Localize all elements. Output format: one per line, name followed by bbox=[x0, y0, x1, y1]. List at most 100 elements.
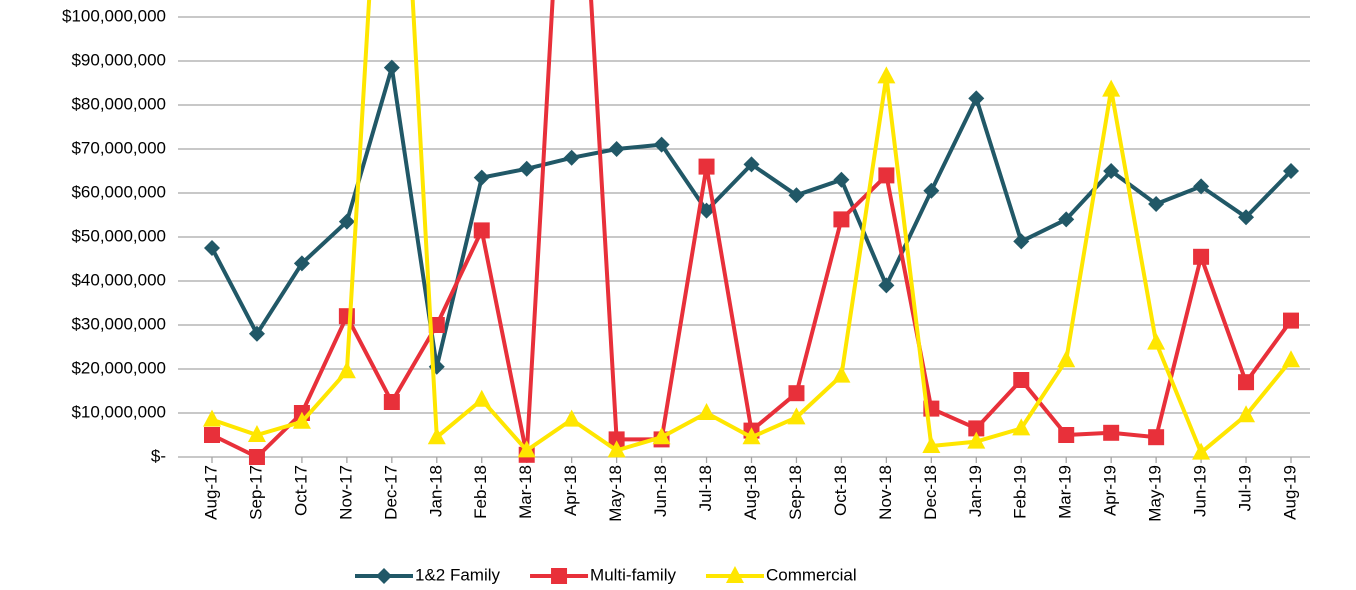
marker bbox=[652, 427, 671, 445]
marker bbox=[653, 136, 670, 153]
marker bbox=[1013, 233, 1030, 250]
y-tick-label: $- bbox=[151, 446, 166, 465]
x-tick-label: Dec-18 bbox=[921, 465, 940, 520]
marker bbox=[833, 211, 850, 228]
marker bbox=[247, 425, 266, 442]
x-tick-label: Jul-18 bbox=[696, 465, 715, 511]
grid: $- $10,000,000 $20,000,000 $30,000,000 $40,0… bbox=[62, 6, 1310, 522]
marker bbox=[1012, 418, 1031, 436]
x-tick-label: Apr-18 bbox=[561, 465, 580, 516]
x-tick-label: Jul-19 bbox=[1236, 465, 1255, 511]
marker bbox=[832, 365, 851, 383]
marker bbox=[607, 440, 626, 458]
marker bbox=[698, 202, 715, 219]
marker bbox=[518, 160, 535, 177]
x-tick-label: Apr-19 bbox=[1101, 465, 1120, 516]
series-line bbox=[210, 65, 1293, 369]
y-tick-label: $90,000,000 bbox=[71, 50, 166, 69]
x-tick-label: Feb-18 bbox=[471, 465, 490, 519]
marker bbox=[1058, 211, 1075, 228]
marker bbox=[517, 440, 536, 458]
marker bbox=[563, 149, 580, 166]
x-tick-label: Aug-19 bbox=[1280, 465, 1299, 520]
marker bbox=[293, 255, 310, 272]
marker bbox=[742, 427, 761, 445]
marker bbox=[1148, 429, 1165, 446]
plot-area bbox=[203, 0, 1300, 465]
marker bbox=[473, 222, 490, 239]
x-tick-label: Aug-17 bbox=[201, 465, 220, 520]
marker bbox=[338, 213, 355, 230]
y-tick-label: $30,000,000 bbox=[71, 314, 166, 333]
marker bbox=[1103, 163, 1120, 179]
y-tick-label: $80,000,000 bbox=[71, 94, 166, 113]
x-tick-label: Nov-17 bbox=[336, 465, 355, 520]
marker bbox=[204, 427, 220, 443]
marker bbox=[427, 427, 446, 445]
x-tick-label: Dec-17 bbox=[381, 465, 400, 520]
marker bbox=[1148, 196, 1165, 212]
series-line bbox=[211, 0, 1293, 455]
y-tick-label: $20,000,000 bbox=[71, 358, 166, 377]
marker bbox=[1103, 424, 1120, 441]
legend-label: 1&2 Family bbox=[415, 565, 501, 584]
marker bbox=[472, 389, 491, 407]
marker bbox=[1013, 372, 1030, 388]
marker bbox=[743, 156, 760, 173]
x-tick-label: Feb-19 bbox=[1011, 465, 1030, 519]
marker bbox=[878, 277, 895, 294]
marker bbox=[922, 436, 941, 453]
x-tick-label: Mar-18 bbox=[516, 465, 535, 519]
x-tick-label: Nov-18 bbox=[876, 465, 895, 520]
y-tick-label: $70,000,000 bbox=[71, 138, 166, 157]
marker bbox=[1283, 163, 1299, 179]
marker bbox=[967, 431, 986, 449]
x-tick-label: Sep-17 bbox=[246, 465, 265, 520]
x-tick-label: May-19 bbox=[1146, 465, 1165, 522]
marker bbox=[1237, 405, 1256, 423]
marker bbox=[788, 187, 805, 204]
marker bbox=[292, 411, 311, 429]
x-tick-label: May-18 bbox=[606, 465, 625, 522]
y-tick-label: $40,000,000 bbox=[71, 270, 166, 289]
marker bbox=[1238, 209, 1255, 226]
marker bbox=[473, 169, 490, 186]
y-tick-label: $100,000,000 bbox=[62, 6, 166, 25]
marker bbox=[1058, 427, 1075, 443]
y-tick-label: $10,000,000 bbox=[71, 402, 166, 421]
marker bbox=[787, 407, 806, 425]
legend-label: Multi-family bbox=[590, 565, 676, 584]
x-tick-label: Mar-19 bbox=[1056, 465, 1075, 519]
legend: 1&2 Family Multi-family Commercial bbox=[355, 565, 857, 584]
marker bbox=[376, 568, 392, 584]
x-tick-label: Jun-18 bbox=[651, 465, 670, 517]
marker bbox=[1193, 248, 1210, 265]
marker bbox=[383, 59, 400, 76]
marker bbox=[383, 394, 400, 410]
marker bbox=[788, 385, 805, 402]
x-tick-label: Aug-18 bbox=[741, 465, 760, 520]
y-tick-label: $60,000,000 bbox=[71, 182, 166, 201]
x-tick-label: Jan-18 bbox=[426, 465, 445, 517]
marker bbox=[1147, 332, 1166, 350]
x-tick-label: Oct-17 bbox=[291, 465, 310, 516]
marker bbox=[203, 409, 221, 427]
marker bbox=[877, 66, 896, 84]
marker bbox=[562, 409, 581, 427]
marker bbox=[337, 361, 356, 379]
marker bbox=[725, 566, 744, 583]
x-tick-label: Sep-18 bbox=[786, 465, 805, 520]
marker bbox=[248, 449, 265, 465]
marker bbox=[608, 431, 625, 448]
x-tick-label: Oct-18 bbox=[831, 465, 850, 516]
y-tick-label: $50,000,000 bbox=[71, 226, 166, 245]
marker bbox=[1102, 79, 1121, 97]
marker bbox=[1283, 312, 1299, 329]
marker bbox=[923, 182, 940, 199]
marker bbox=[248, 325, 265, 342]
marker bbox=[204, 240, 220, 256]
marker bbox=[1282, 350, 1300, 368]
marker bbox=[698, 158, 715, 175]
x-tick-label: Jun-19 bbox=[1191, 465, 1210, 517]
